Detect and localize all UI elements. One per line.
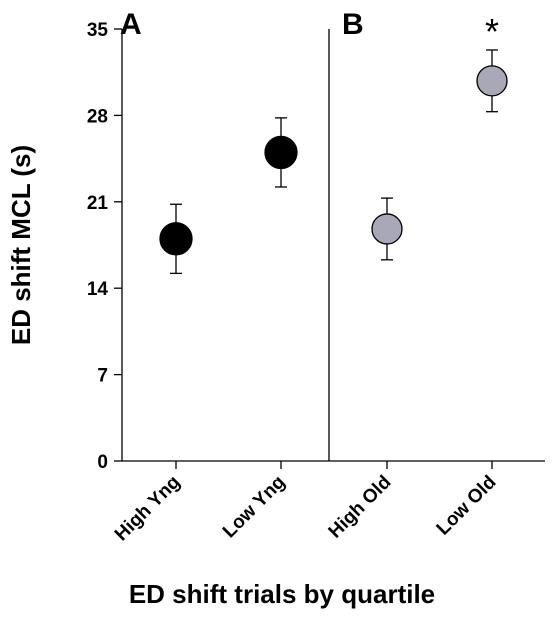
significance-marker: *: [485, 11, 499, 52]
data-points: *: [159, 11, 508, 275]
y-tick-label: 14: [87, 279, 109, 300]
y-tick-label: 0: [97, 452, 108, 473]
x-tick-label: High Old: [325, 472, 396, 543]
y-tick-label: 7: [97, 366, 108, 387]
x-tick-label: High Yng: [111, 472, 185, 546]
y-tick-label: 35: [87, 20, 109, 41]
y-axis-title: ED shift MCL (s): [6, 145, 36, 345]
y-tick-label: 21: [87, 193, 109, 214]
panel-label-b: B: [342, 8, 364, 41]
data-point: [159, 222, 193, 256]
x-axis-ticks: High Yng Low Yng High Old Low Old: [111, 461, 501, 545]
x-tick-label: Low Yng: [219, 472, 290, 543]
panel-label-a: A: [120, 8, 142, 41]
y-tick-label: 28: [87, 106, 108, 127]
data-point: [371, 213, 403, 245]
data-point: [476, 65, 508, 97]
x-tick-label: Low Old: [433, 472, 501, 540]
y-axis-ticks: 0 7 14 21 28 35: [87, 20, 122, 473]
x-axis-title: ED shift trials by quartile: [129, 579, 435, 609]
data-point: [264, 135, 298, 170]
